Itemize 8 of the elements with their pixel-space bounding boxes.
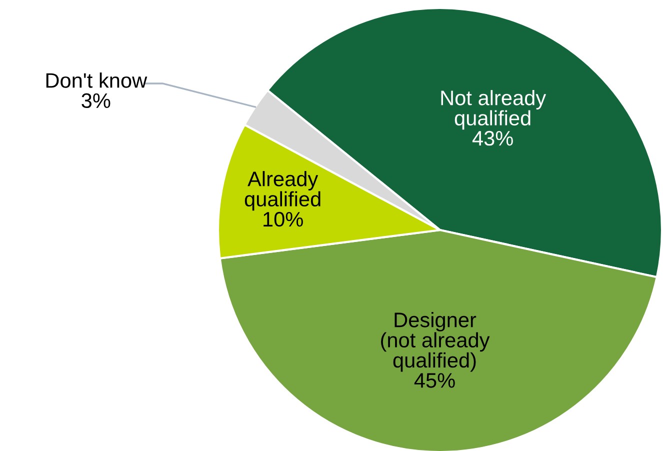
slice-label: Designer (not already qualified) [381, 312, 490, 372]
data-label: 3% [82, 93, 110, 108]
slice-label: Don't know [46, 72, 148, 88]
slice-label: Not already qualified [441, 90, 546, 130]
slice-label: Already qualified [244, 171, 320, 211]
data-label: 45% [414, 373, 455, 388]
data-label: 10% [264, 212, 303, 227]
data-label: 43% [472, 130, 513, 146]
